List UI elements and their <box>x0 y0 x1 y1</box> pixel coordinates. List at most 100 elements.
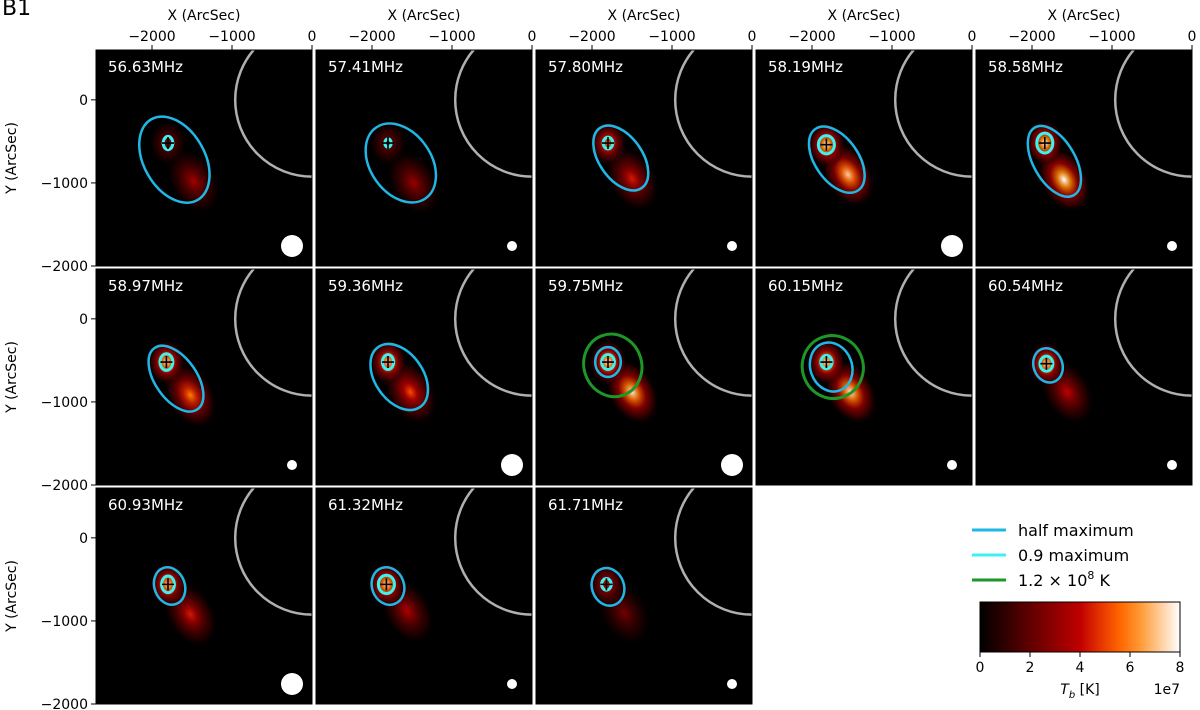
panel-5: 58.58MHz −2000 −1000 0 X (ArcSec) <box>975 8 1197 267</box>
peak-marker <box>162 578 174 591</box>
contour-half-maximum <box>369 342 430 412</box>
x-tick-label: −2000 <box>1008 29 1055 45</box>
y-axis-label: Y (ArcSec) <box>4 560 20 633</box>
contour-half-maximum <box>1031 347 1065 384</box>
contour-half-maximum <box>808 341 854 393</box>
beam-size <box>727 679 737 689</box>
solar-limb <box>453 269 532 397</box>
panel-frame <box>755 268 973 486</box>
y-tick-label: −1000 <box>41 614 88 630</box>
panel-2: 57.41MHz −2000 −1000 0 X (ArcSec) <box>315 8 537 267</box>
panel-7: 59.36MHz <box>315 268 533 486</box>
frequency-label: 60.54MHz <box>988 277 1063 295</box>
peak-marker <box>602 356 614 369</box>
beam-size <box>941 235 963 257</box>
solar-limb <box>673 269 752 397</box>
panel-frame <box>975 49 1193 267</box>
panel-frame <box>535 268 753 486</box>
peak-marker <box>602 137 614 150</box>
peak-marker <box>382 137 394 150</box>
y-tick-label: 0 <box>79 93 88 109</box>
contour-half-maximum <box>593 345 623 379</box>
x-tick-label: −2000 <box>128 29 175 45</box>
panel-frame <box>95 268 313 486</box>
legend-label: half maximum <box>1018 521 1134 540</box>
x-tick-label: 0 <box>748 29 757 45</box>
panel-11: 60.93MHz 0 −1000 −2000 Y (ArcSec) <box>4 487 313 710</box>
contour-half-maximum <box>590 566 626 607</box>
x-tick-label: −1000 <box>648 29 695 45</box>
beam-size <box>507 679 517 689</box>
contour-half-maximum <box>138 115 211 204</box>
frequency-label: 61.32MHz <box>328 496 403 514</box>
panel-frame <box>535 49 753 267</box>
frequency-label: 60.93MHz <box>108 496 183 514</box>
beam-size <box>281 673 303 695</box>
colorbar-tick-label: 8 <box>1176 660 1185 676</box>
frequency-label: 56.63MHz <box>108 58 183 76</box>
contour-half-maximum <box>370 566 406 607</box>
colorbar-tick-label: 2 <box>1026 660 1035 676</box>
colorbar: 0 2 4 6 8 Tb [K] 1e7 <box>976 601 1185 701</box>
contour-0p9-maximum <box>1038 354 1055 373</box>
x-axis-label: X (ArcSec) <box>608 8 681 24</box>
x-tick-label: 0 <box>1188 29 1197 45</box>
panel-frame <box>535 487 753 705</box>
panel-12: 61.32MHz <box>315 487 533 705</box>
x-axis-label: X (ArcSec) <box>388 8 461 24</box>
contour-1p2e8K <box>582 332 644 399</box>
peak-marker <box>1040 357 1053 370</box>
x-axis-label: X (ArcSec) <box>168 8 241 24</box>
x-tick-label: −1000 <box>868 29 915 45</box>
frequency-label: 61.71MHz <box>548 496 623 514</box>
y-tick-label: 0 <box>79 531 88 547</box>
x-axis-label: X (ArcSec) <box>1048 8 1121 24</box>
frequency-label: 59.75MHz <box>548 277 623 295</box>
panel-8: 59.75MHz <box>535 268 753 486</box>
contour-half-maximum <box>152 566 187 606</box>
panel-4: 58.19MHz −2000 −1000 0 X (ArcSec) <box>755 8 976 267</box>
solar-limb <box>453 488 532 616</box>
panel-10: 60.54MHz <box>975 268 1193 486</box>
frequency-label: 58.58MHz <box>988 58 1063 76</box>
frequency-label: 57.80MHz <box>548 58 623 76</box>
y-tick-label: −2000 <box>41 478 88 494</box>
panel-background <box>536 488 752 704</box>
contour-0p9-maximum <box>158 352 175 372</box>
solar-limb <box>673 50 752 178</box>
legend-label: 0.9 maximum <box>1018 546 1129 565</box>
contour-half-maximum <box>1026 124 1083 198</box>
contour-half-maximum <box>147 344 205 413</box>
y-axis-label: Y (ArcSec) <box>4 122 20 195</box>
beam-size <box>501 454 523 476</box>
y-tick-label: −1000 <box>41 395 88 411</box>
x-tick-label: −1000 <box>428 29 475 45</box>
panel-frame <box>95 487 313 705</box>
panel-frame <box>315 487 533 705</box>
x-tick-label: −2000 <box>348 29 395 45</box>
colorbar-multiplier: 1e7 <box>1154 682 1180 698</box>
peak-marker <box>380 578 393 591</box>
x-tick-label: −1000 <box>1088 29 1135 45</box>
x-tick-label: −2000 <box>568 29 615 45</box>
contour-0p9-maximum <box>600 353 616 372</box>
x-tick-label: 0 <box>528 29 537 45</box>
peak-marker <box>382 356 394 369</box>
panel-background <box>976 50 1192 266</box>
solar-limb <box>673 488 752 616</box>
panel-frame <box>975 268 1193 486</box>
frequency-label: 58.19MHz <box>768 58 843 76</box>
peak-marker <box>1038 137 1051 150</box>
solar-limb <box>233 488 312 616</box>
contour-0p9-maximum <box>376 573 396 596</box>
y-tick-label: −2000 <box>41 697 88 710</box>
beam-size <box>507 241 517 251</box>
beam-size <box>1167 241 1177 251</box>
frequency-label: 59.36MHz <box>328 277 403 295</box>
panel-frame <box>315 268 533 486</box>
colorbar-tick-label: 0 <box>976 660 985 676</box>
colorbar-tick-label: 6 <box>1126 660 1135 676</box>
contour-half-maximum <box>592 124 650 192</box>
legend-label: 1.2 × 108 K <box>1018 569 1110 590</box>
